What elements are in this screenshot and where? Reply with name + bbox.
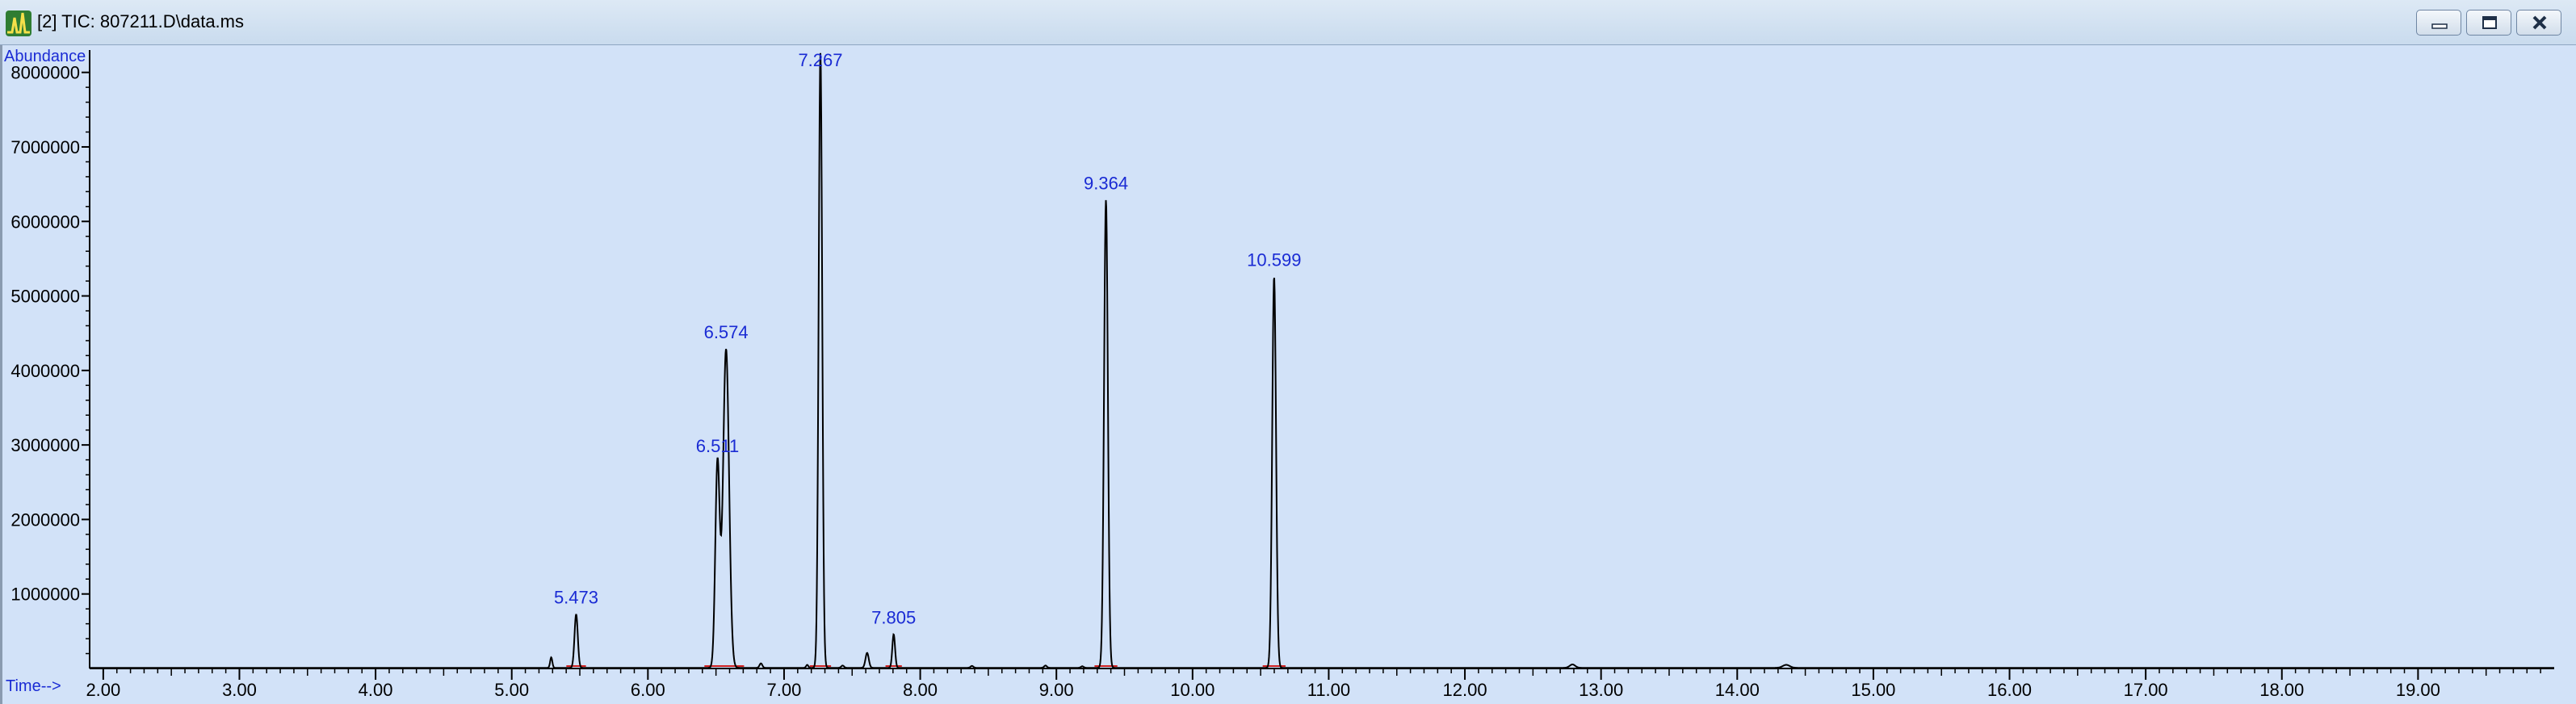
y-axis-title: Abundance xyxy=(4,48,86,65)
y-tick-label: 6000000 xyxy=(10,212,80,232)
close-icon xyxy=(2532,15,2547,30)
chromatogram-chart: Abundance Time--> 2.00 3.00 4.00 5.00 6.00 7.… xyxy=(4,48,2554,700)
x-tick-label: 7.00 xyxy=(767,680,802,700)
window-title: [2] TIC: 807211.D\data.ms xyxy=(37,11,244,31)
x-tick-label: 19.00 xyxy=(2396,680,2440,700)
x-tick-label: 8.00 xyxy=(903,680,938,700)
peak-label: 10.599 xyxy=(1247,249,1301,270)
restore-icon xyxy=(2482,16,2497,29)
x-tick-label: 18.00 xyxy=(2259,680,2304,700)
y-tick-label: 7000000 xyxy=(10,137,80,157)
peak-label: 5.473 xyxy=(554,588,598,608)
minimize-icon xyxy=(2431,23,2448,29)
x-tick-label: 2.00 xyxy=(86,680,120,700)
x-tick-label: 15.00 xyxy=(1851,680,1895,700)
x-axis-title: Time--> xyxy=(6,677,61,695)
close-button[interactable] xyxy=(2516,10,2561,36)
chromatogram-panel: Abundance Time--> 2.00 3.00 4.00 5.00 6.00 7.… xyxy=(0,45,2576,704)
minimize-button[interactable] xyxy=(2416,10,2461,36)
x-tick-label: 4.00 xyxy=(359,680,393,700)
x-tick-label: 16.00 xyxy=(1987,680,2032,700)
y-tick-label: 4000000 xyxy=(10,361,80,381)
y-tick-label: 1000000 xyxy=(10,585,80,605)
peak-label: 9.364 xyxy=(1084,173,1128,193)
x-tick-label: 14.00 xyxy=(1715,680,1760,700)
x-tick-label: 12.00 xyxy=(1443,680,1487,700)
x-tick-label: 10.00 xyxy=(1170,680,1215,700)
peak-label: 7.267 xyxy=(798,50,842,70)
x-tick-label: 13.00 xyxy=(1579,680,1623,700)
y-tick-label: 5000000 xyxy=(10,287,80,307)
tic-trace xyxy=(90,52,2554,669)
peak-label: 7.805 xyxy=(871,607,916,627)
x-tick-label: 11.00 xyxy=(1307,680,1350,700)
x-tick-label: 9.00 xyxy=(1039,680,1074,700)
peak-label: 6.574 xyxy=(704,322,749,342)
y-tick-label: 3000000 xyxy=(10,435,80,455)
x-tick-label: 5.00 xyxy=(494,680,529,700)
peak-label: 6.511 xyxy=(696,436,739,456)
window-titlebar: [2] TIC: 807211.D\data.ms xyxy=(0,0,2576,45)
restore-button[interactable] xyxy=(2466,10,2511,36)
x-tick-label: 17.00 xyxy=(2124,680,2168,700)
chromatogram-icon xyxy=(6,10,31,36)
y-tick-label: 2000000 xyxy=(10,509,80,530)
y-tick-label: 8000000 xyxy=(10,63,80,83)
x-tick-label: 3.00 xyxy=(222,680,257,700)
x-tick-label: 6.00 xyxy=(631,680,665,700)
